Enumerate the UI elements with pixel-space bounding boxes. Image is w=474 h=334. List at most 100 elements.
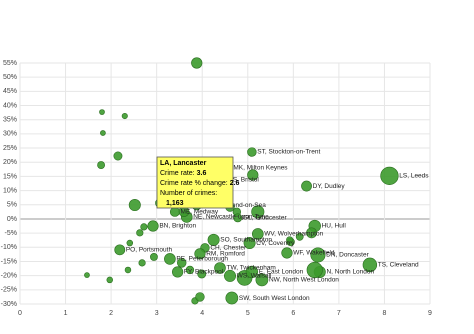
y-tick-label: 20%	[3, 159, 17, 166]
bubble	[106, 276, 113, 284]
bubble	[97, 161, 105, 169]
bubble	[233, 213, 243, 223]
y-tick-label: -30%	[1, 301, 17, 308]
bubble	[214, 262, 226, 274]
y-tick-label: 25%	[3, 145, 17, 152]
x-tick-label: 0	[18, 310, 22, 317]
bubble-label: DN, Doncaster	[326, 252, 369, 259]
bubble	[251, 228, 264, 240]
tooltip-label: Crime rate:	[160, 170, 195, 177]
bubble-label: PO, Portsmouth	[126, 247, 173, 254]
bubble-label: ME, Medway	[181, 209, 219, 216]
bubble	[197, 269, 207, 279]
grid: -30% -25% -20% -15% -10% -5% 0% 5% 10% 15% 20% 25% 3…	[1, 60, 432, 317]
bubble	[245, 265, 259, 279]
bubble	[224, 269, 237, 282]
bubble	[247, 169, 259, 181]
bubble-label: N, North London	[326, 269, 374, 276]
bubble-label: DY, Dudley	[313, 183, 346, 190]
bubble	[150, 253, 158, 261]
x-tick-label: 7	[337, 310, 341, 317]
tooltip-label: Number of crimes:	[160, 190, 217, 197]
x-tick-label: 2	[109, 310, 113, 317]
bubble	[100, 130, 106, 136]
y-tick-label: -20%	[1, 272, 17, 279]
x-tick-label: 5	[246, 310, 250, 317]
bubble-label: BN, Brighton	[159, 223, 196, 230]
tooltip-label: Crime rate % change:	[160, 180, 228, 187]
bubble-label: GL, Gloucester	[243, 215, 288, 222]
bubble	[251, 205, 265, 219]
bubble	[128, 199, 141, 212]
bubble	[281, 247, 293, 259]
y-tick-label: 50%	[3, 74, 17, 81]
bubble	[306, 227, 317, 239]
bubble	[121, 112, 128, 120]
bubble	[286, 236, 294, 244]
bubble-label: CV, Coventry	[256, 240, 295, 247]
bubble-label: FY, Blackpool	[184, 269, 224, 276]
x-tick-label: 6	[291, 310, 295, 317]
y-tick-label: 15%	[3, 173, 17, 180]
x-tick-label: 4	[200, 310, 204, 317]
bubble	[99, 109, 105, 115]
bubble	[255, 273, 269, 287]
bubble	[136, 229, 144, 237]
bubble	[164, 253, 176, 265]
bubble	[140, 223, 148, 231]
bubble-label: TS, Cleveland	[378, 262, 419, 269]
bubble	[191, 57, 203, 69]
bubbles: ST, Stockton-on-Trent MK, Milton Keynes BS…	[84, 57, 429, 305]
bubble-label: SO, Southampton	[220, 237, 272, 244]
tooltip: LA, Lancaster Crime rate: 3.6 Crime rate % …	[156, 156, 240, 209]
tooltip-value: 1,163	[166, 200, 184, 207]
y-tick-label: -5%	[5, 230, 17, 237]
bubble	[310, 247, 326, 263]
bubble-label: MK, Milton Keynes	[233, 165, 288, 172]
bubble	[126, 239, 134, 247]
x-tick-label: 9	[428, 310, 432, 317]
bubble-label: BS, Bristol	[229, 177, 260, 184]
bubble-label: HU, Hull	[322, 223, 347, 230]
bubble	[194, 248, 206, 260]
bubble	[185, 265, 195, 275]
bubble-label: NE, Newcastle-upon-Tyne	[193, 214, 269, 221]
bubble	[301, 180, 312, 192]
bubble	[114, 244, 126, 256]
y-tick-label: 55%	[3, 60, 17, 67]
y-tick-label: 0%	[7, 216, 17, 223]
bubble	[113, 151, 123, 161]
tooltip-title: LA, Lancaster	[160, 160, 207, 167]
bubble	[138, 259, 146, 267]
bubble	[177, 258, 187, 268]
y-tick-label: -10%	[1, 244, 17, 251]
bubble-label: CH, Chester	[210, 245, 247, 252]
bubble-label: LS, Leeds	[399, 173, 429, 180]
bubble	[124, 266, 132, 274]
y-tick-label: 5%	[7, 202, 17, 209]
bubble-label: RM, Romford	[206, 251, 245, 258]
bubble-label: WV, Wolverhampton	[264, 231, 323, 238]
bubble-label: E, East London	[259, 269, 304, 276]
x-tick-label: 3	[155, 310, 159, 317]
bubble	[243, 237, 256, 250]
bubble	[169, 206, 180, 217]
y-tick-label: 45%	[3, 88, 17, 95]
bubble-label: WF, Wakefield	[293, 250, 335, 257]
bubble	[195, 292, 205, 302]
bubble	[172, 266, 184, 278]
bubble-label: SS, Southend-on-Sea	[203, 202, 267, 209]
bubble	[84, 272, 90, 278]
bubble-label: NW, North West London	[269, 277, 339, 284]
tooltip-box	[156, 156, 234, 209]
bubble	[306, 261, 323, 279]
tooltip-value: 3.6	[197, 170, 207, 177]
bubble	[247, 147, 257, 157]
y-tick-label: 40%	[3, 102, 17, 109]
y-tick-label: -25%	[1, 287, 17, 294]
bubble-label: TW, Twickenham	[226, 265, 275, 272]
bubble-label: ST, Stockton-on-Trent	[257, 149, 320, 156]
y-tick-label: -15%	[1, 258, 17, 265]
tooltip-value: 2.6	[230, 180, 240, 187]
